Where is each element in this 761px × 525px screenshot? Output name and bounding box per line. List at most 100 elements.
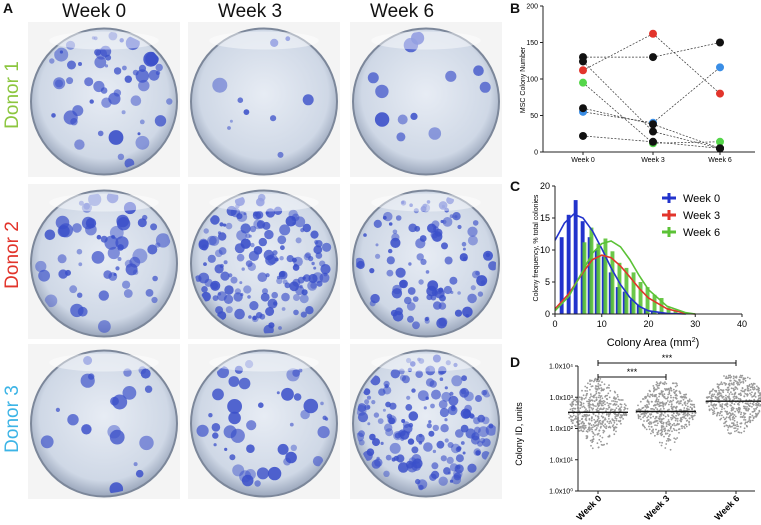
b-point-black2 <box>649 127 657 136</box>
d-point <box>739 398 742 400</box>
d-point <box>607 404 610 407</box>
colony <box>107 246 120 260</box>
colony <box>384 423 393 432</box>
colony <box>113 67 122 75</box>
d-point <box>744 392 747 395</box>
d-point <box>575 421 578 423</box>
colony <box>412 296 419 302</box>
colony <box>121 110 126 115</box>
d-point <box>672 396 675 399</box>
colony <box>300 228 305 233</box>
d-point <box>644 404 647 407</box>
colony <box>461 375 467 382</box>
b-ytick-label: 200 <box>526 4 538 11</box>
colony <box>390 369 400 379</box>
d-point <box>646 405 649 408</box>
colony <box>455 446 462 452</box>
colony <box>480 280 486 285</box>
colony <box>236 253 245 262</box>
d-point <box>748 404 751 407</box>
d-point <box>599 419 602 422</box>
d-point <box>757 386 760 389</box>
colony <box>224 285 234 295</box>
colony <box>133 462 138 467</box>
panel-a-letter: A <box>3 0 14 16</box>
d-point <box>739 416 742 418</box>
colony <box>395 267 406 278</box>
d-point <box>725 404 728 407</box>
colony <box>467 463 477 473</box>
d-point <box>578 430 581 432</box>
d-point <box>754 396 757 398</box>
d-ylabel: Colony ID, units <box>514 402 524 466</box>
colony <box>256 312 263 319</box>
d-point <box>575 418 578 420</box>
d-point <box>750 394 752 396</box>
d-point <box>680 400 683 402</box>
d-point <box>718 391 721 393</box>
d-point <box>656 411 658 414</box>
d-point <box>668 421 671 423</box>
colony <box>444 386 448 390</box>
colony <box>311 261 315 266</box>
d-point <box>717 393 720 396</box>
colony <box>137 132 141 136</box>
colony <box>83 203 90 210</box>
colony <box>302 94 314 106</box>
d-point <box>744 423 746 425</box>
d-point <box>650 394 653 396</box>
colony <box>398 368 405 375</box>
colony <box>249 301 259 311</box>
colony <box>440 424 449 433</box>
d-point <box>655 393 657 396</box>
d-point <box>735 396 738 398</box>
colony <box>432 354 441 363</box>
colony <box>123 201 137 215</box>
d-point <box>570 418 572 421</box>
b-point-black3 <box>649 120 657 129</box>
c-bar-week0 <box>559 237 564 314</box>
d-point <box>595 408 598 411</box>
d-cloud-week3 <box>635 381 697 451</box>
d-point <box>688 408 690 411</box>
d-point <box>721 408 723 411</box>
d-point <box>645 428 648 431</box>
d-point <box>602 431 605 434</box>
d-point <box>602 420 605 422</box>
d-point <box>657 384 660 387</box>
colony <box>313 266 317 270</box>
d-point <box>670 425 672 428</box>
d-point <box>606 394 609 397</box>
d-point <box>615 397 617 400</box>
c-bar-week6 <box>610 251 615 314</box>
colony <box>367 422 371 426</box>
d-point <box>672 412 675 415</box>
d-point <box>605 425 608 427</box>
colony <box>139 119 145 125</box>
colony <box>91 36 96 40</box>
colony <box>240 223 251 234</box>
colony <box>265 307 275 316</box>
colony <box>403 37 419 53</box>
d-point <box>752 401 755 404</box>
d-point <box>733 403 736 406</box>
colony <box>267 254 278 265</box>
d-point <box>683 427 686 429</box>
d-point <box>727 391 729 393</box>
d-point <box>734 430 736 433</box>
colony <box>281 292 290 302</box>
colony <box>385 428 394 437</box>
d-point <box>733 417 736 419</box>
d-point <box>656 382 659 385</box>
d-point <box>728 398 731 401</box>
d-point <box>743 427 746 430</box>
colony <box>387 415 397 425</box>
colony <box>472 220 479 226</box>
colony <box>472 270 480 279</box>
d-point <box>589 393 592 396</box>
d-point <box>751 386 753 388</box>
colony <box>300 311 307 318</box>
colony <box>232 464 245 477</box>
d-point <box>755 408 758 410</box>
d-point <box>728 383 731 385</box>
